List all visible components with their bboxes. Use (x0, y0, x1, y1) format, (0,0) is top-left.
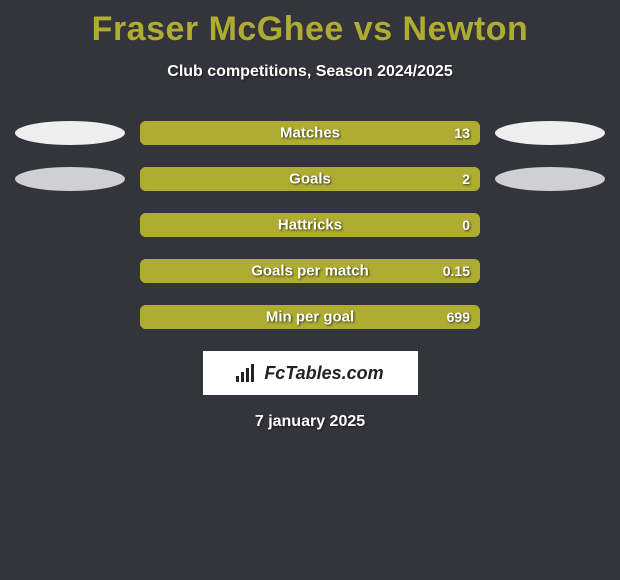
stat-label: Goals per match (251, 263, 369, 280)
stat-value: 2 (462, 171, 470, 187)
page-title: Fraser McGhee vs Newton (0, 0, 620, 49)
stat-row: Min per goal 699 (0, 305, 620, 329)
left-ellipse (15, 121, 125, 145)
right-ellipse (495, 121, 605, 145)
stat-bar: Goals 2 (140, 167, 480, 191)
stat-value: 699 (447, 309, 470, 325)
stat-value: 13 (454, 125, 470, 141)
stat-label: Matches (280, 125, 340, 142)
stat-row: Hattricks 0 (0, 213, 620, 237)
subtitle: Club competitions, Season 2024/2025 (0, 63, 620, 81)
stat-bar: Matches 13 (140, 121, 480, 145)
stat-label: Min per goal (266, 309, 354, 326)
stat-label: Hattricks (278, 217, 342, 234)
left-ellipse (15, 167, 125, 191)
logo-badge: FcTables.com (203, 351, 418, 395)
stat-label: Goals (289, 171, 331, 188)
comparison-chart: Matches 13 Goals 2 Hattricks 0 Goals per match… (0, 121, 620, 329)
right-ellipse (495, 167, 605, 191)
date-text: 7 january 2025 (0, 413, 620, 431)
stat-bar: Min per goal 699 (140, 305, 480, 329)
stat-value: 0 (462, 217, 470, 233)
logo-text: FcTables.com (264, 363, 383, 384)
stat-value: 0.15 (443, 263, 470, 279)
stat-bar: Goals per match 0.15 (140, 259, 480, 283)
bar-chart-icon (236, 364, 258, 382)
stat-bar: Hattricks 0 (140, 213, 480, 237)
stat-row: Matches 13 (0, 121, 620, 145)
stat-row: Goals per match 0.15 (0, 259, 620, 283)
stat-row: Goals 2 (0, 167, 620, 191)
